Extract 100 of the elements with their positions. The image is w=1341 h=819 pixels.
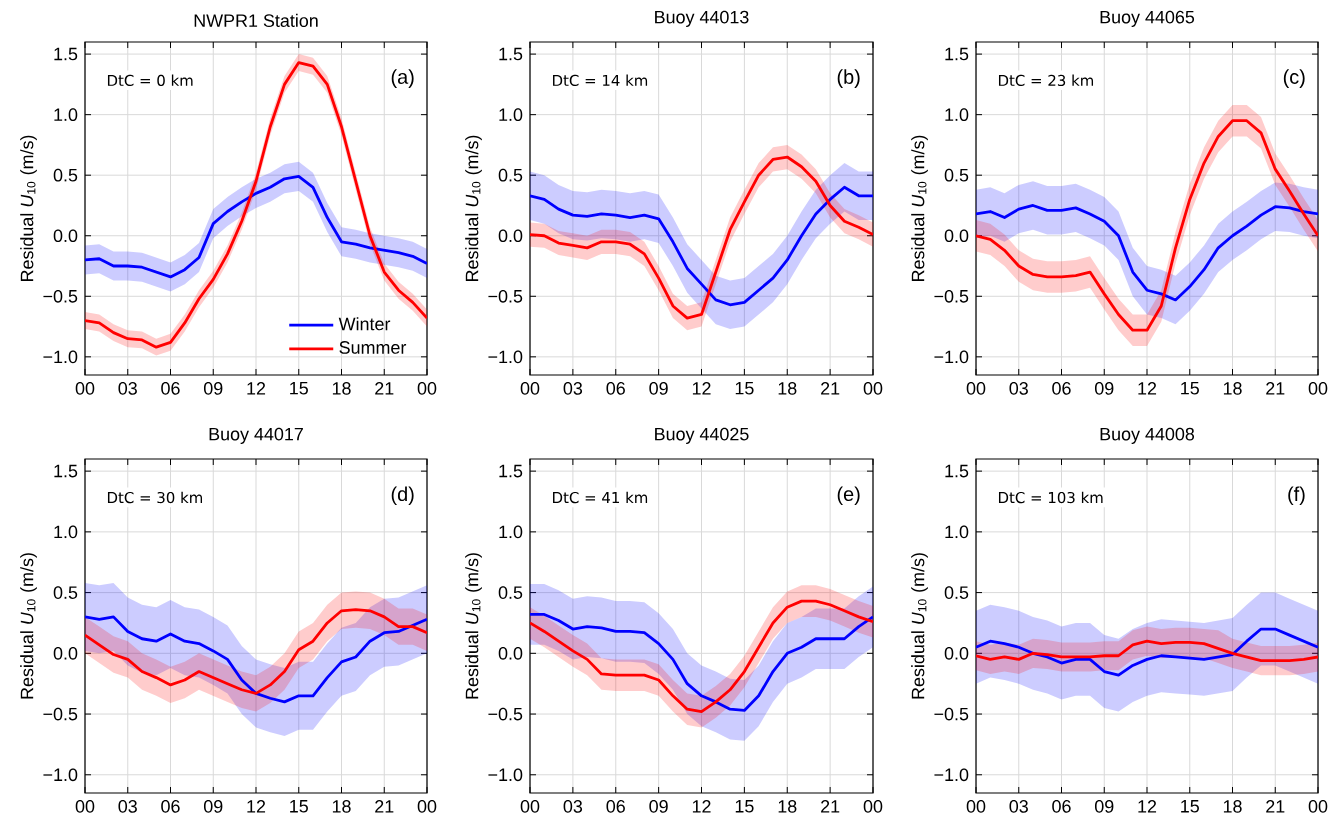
y-tick-label: 1.0 xyxy=(945,525,969,539)
x-tick-label: 00 xyxy=(417,799,437,813)
x-tick-label: 03 xyxy=(1009,381,1028,395)
x-tick-label: 03 xyxy=(563,799,583,813)
y-tick-label: 0.0 xyxy=(53,646,78,660)
x-tick-label: 18 xyxy=(778,381,797,395)
y-tick-label: −1.0 xyxy=(934,768,969,781)
y-tick-label: 0.0 xyxy=(53,229,78,242)
x-tick-label: 03 xyxy=(1009,799,1028,813)
x-tick-label: 18 xyxy=(778,799,797,813)
x-tick-label: 18 xyxy=(332,381,351,395)
annotation: DtC = 41 km xyxy=(553,491,648,504)
legend-label: Summer xyxy=(339,340,407,354)
x-tick-label: 06 xyxy=(161,381,180,395)
y-tick-label: −1.0 xyxy=(488,350,523,363)
y-tick-label: 1.0 xyxy=(54,525,78,539)
x-tick-label: 18 xyxy=(1223,799,1242,813)
x-tick-label: 09 xyxy=(1094,799,1114,813)
x-tick-label: 00 xyxy=(75,381,95,395)
chart-title: Buoy 44008 xyxy=(1100,427,1195,444)
annotation: (c) xyxy=(1283,69,1305,88)
x-tick-label: 15 xyxy=(735,381,754,395)
y-tick-label: 1.0 xyxy=(945,108,969,121)
y-tick-label: −1.0 xyxy=(43,768,78,781)
x-tick-label: 00 xyxy=(520,799,540,813)
chart-title: Buoy 44065 xyxy=(1100,10,1195,27)
y-tick-label: 1.5 xyxy=(499,464,523,478)
x-tick-label: 12 xyxy=(247,381,266,395)
x-tick-label: 09 xyxy=(649,381,668,395)
x-tick-label: 09 xyxy=(203,799,223,813)
annotation: DtC = 103 km xyxy=(998,491,1103,504)
y-axis-title: Residual U$_{10}$ (m/s) xyxy=(911,552,928,699)
x-tick-label: 12 xyxy=(692,381,711,395)
y-tick-label: −0.5 xyxy=(934,289,969,303)
y-tick-label: −0.5 xyxy=(934,707,969,721)
x-tick-label: 15 xyxy=(1181,381,1199,395)
x-tick-label: 21 xyxy=(821,799,840,813)
y-tick-label: 0.5 xyxy=(498,586,523,599)
x-tick-label: 06 xyxy=(606,381,625,395)
x-tick-label: 00 xyxy=(863,799,883,813)
y-tick-label: −0.5 xyxy=(43,707,78,721)
y-tick-label: 1.5 xyxy=(54,464,78,478)
y-tick-label: 1.5 xyxy=(54,47,78,61)
x-tick-label: 03 xyxy=(563,381,583,395)
x-tick-label: 09 xyxy=(1094,381,1114,395)
y-tick-label: 0.0 xyxy=(944,646,969,660)
y-tick-label: −1.0 xyxy=(43,350,78,363)
y-tick-label: −1.0 xyxy=(488,768,523,781)
chart-title: Buoy 44025 xyxy=(655,427,749,444)
y-axis-title: Residual U$_{10}$ (m/s) xyxy=(20,552,37,699)
chart-title: NWPR1 Station xyxy=(194,13,318,27)
x-tick-label: 09 xyxy=(649,799,668,813)
x-tick-label: 21 xyxy=(1266,381,1285,395)
x-tick-label: 15 xyxy=(735,799,754,813)
x-tick-label: 06 xyxy=(1052,799,1071,813)
y-tick-label: −1.0 xyxy=(934,350,969,363)
y-axis-title: Residual U$_{10}$ (m/s) xyxy=(20,135,37,281)
chart-title: Buoy 44017 xyxy=(209,427,303,444)
annotation: (a) xyxy=(391,69,414,88)
y-tick-label: 1.5 xyxy=(945,464,969,478)
y-tick-label: 0.5 xyxy=(944,586,969,599)
y-tick-label: −0.5 xyxy=(488,707,523,721)
y-tick-label: 0.0 xyxy=(944,229,969,242)
x-tick-label: 00 xyxy=(966,799,986,813)
x-tick-label: 15 xyxy=(1181,799,1199,813)
x-tick-label: 06 xyxy=(606,799,625,813)
x-tick-label: 21 xyxy=(375,799,394,813)
y-tick-label: 0.5 xyxy=(498,168,523,182)
x-tick-label: 03 xyxy=(118,799,137,813)
y-tick-label: 1.5 xyxy=(499,47,523,61)
x-tick-label: 21 xyxy=(821,381,840,395)
legend-label: Winter xyxy=(338,316,391,331)
y-axis-title: Residual U$_{10}$ (m/s) xyxy=(911,135,928,281)
annotation: DtC = 0 km xyxy=(107,74,193,86)
x-tick-label: 03 xyxy=(118,381,137,395)
x-tick-label: 09 xyxy=(203,381,223,395)
y-tick-label: −0.5 xyxy=(488,289,523,303)
x-tick-label: 00 xyxy=(966,381,986,395)
x-tick-label: 12 xyxy=(1138,381,1157,395)
y-tick-label: 1.5 xyxy=(945,47,969,61)
chart-title: Buoy 44013 xyxy=(655,10,749,27)
annotation: (d) xyxy=(391,486,414,505)
x-tick-label: 21 xyxy=(375,381,394,395)
line-series xyxy=(976,203,1319,302)
annotation: DtC = 23 km xyxy=(998,74,1094,86)
x-tick-label: 06 xyxy=(161,799,180,813)
x-tick-label: 00 xyxy=(1308,799,1328,813)
y-tick-label: 1.0 xyxy=(54,108,78,121)
x-tick-label: 18 xyxy=(1223,381,1242,395)
x-tick-label: 12 xyxy=(247,799,266,813)
y-tick-label: 0.5 xyxy=(53,168,78,182)
y-axis-title: Residual U$_{10}$ (m/s) xyxy=(465,135,482,281)
x-tick-label: 00 xyxy=(75,799,95,813)
annotation: (b) xyxy=(837,69,860,88)
y-tick-label: 0.0 xyxy=(498,229,523,242)
x-tick-label: 15 xyxy=(290,381,308,395)
annotation: (f) xyxy=(1288,486,1305,505)
annotation: DtC = 14 km xyxy=(553,74,648,86)
x-tick-label: 00 xyxy=(520,381,540,395)
x-tick-label: 06 xyxy=(1052,381,1071,395)
